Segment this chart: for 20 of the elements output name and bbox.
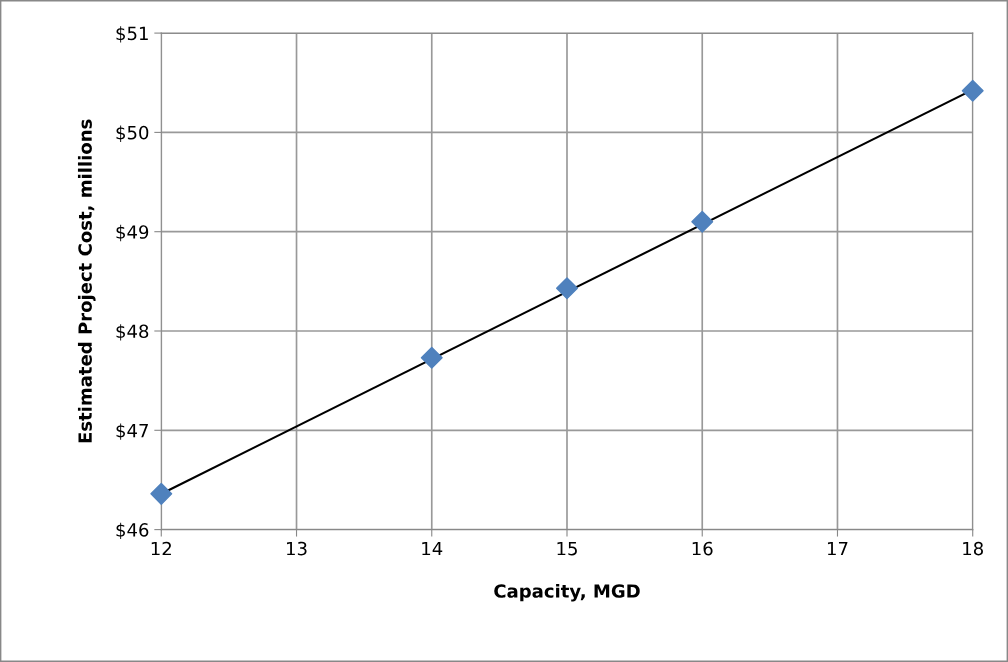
x-tick-label: 13 [287, 541, 307, 556]
x-tick-label: 17 [827, 541, 848, 556]
point [420, 346, 443, 369]
y-tick-label: $48 [116, 324, 149, 341]
point [961, 79, 984, 102]
x-tick-label: 16 [692, 541, 713, 556]
x-tick-label: 12 [151, 541, 171, 556]
y-tick-label: $51 [116, 26, 148, 43]
point [556, 277, 578, 300]
x-tick-label: 14 [422, 541, 443, 556]
x-tick-label: 18 [963, 541, 983, 556]
y-tick-label: $50 [116, 125, 149, 142]
x-tick-label: 15 [557, 541, 577, 556]
point [691, 210, 714, 233]
y-tick-label: $46 [116, 522, 149, 540]
point [150, 482, 173, 505]
y-axis-title: Estimated Project Cost, millions [77, 119, 96, 443]
x-axis-title: Capacity, MGD [494, 583, 640, 602]
y-tick-label: $49 [116, 224, 149, 242]
y-tick-label: $47 [116, 423, 148, 440]
